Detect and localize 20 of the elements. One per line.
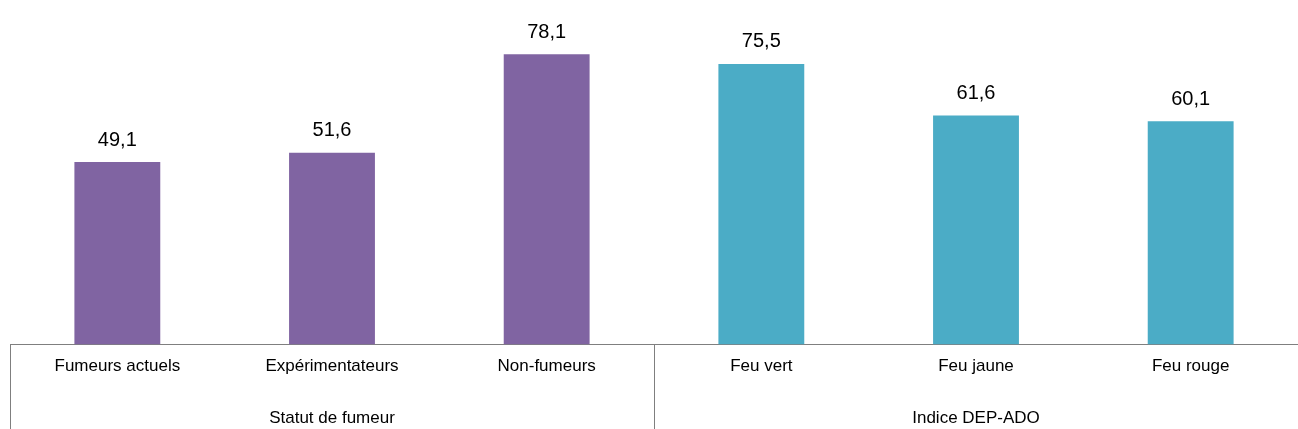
text: Indice DEP-ADO xyxy=(912,408,1040,428)
bar xyxy=(74,162,161,345)
x-tick-label: Feu rouge xyxy=(1151,356,1230,376)
x-tick-label: Feu jaune xyxy=(938,356,1014,376)
text: Statut de fumeur xyxy=(269,408,396,428)
x-tick-label: Expérimentateurs xyxy=(265,356,399,376)
bar xyxy=(503,54,590,345)
x-tick-label: Feu vert xyxy=(730,356,793,376)
x-tick-label: Non-fumeurs xyxy=(497,356,596,376)
bar xyxy=(1147,121,1234,345)
data-label: 49,1 xyxy=(97,127,137,150)
data-label: 78,1 xyxy=(527,19,567,42)
data-label: 51,6 xyxy=(312,118,352,141)
data-label: 60,1 xyxy=(1171,86,1211,109)
bar xyxy=(933,115,1019,345)
x-tick-label: Fumeurs actuels xyxy=(54,356,181,376)
data-label: 61,6 xyxy=(956,81,996,104)
bar xyxy=(289,152,375,345)
bar xyxy=(718,63,805,345)
data-label: 75,5 xyxy=(741,29,781,52)
